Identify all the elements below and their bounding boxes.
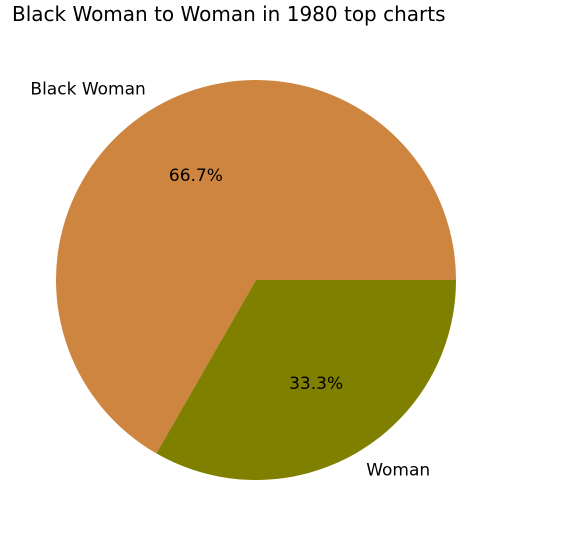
- pie-slice-black-woman: [56, 80, 456, 454]
- slice-pct-black-woman: 66.7%: [169, 166, 223, 186]
- slice-pct-woman: 33.3%: [289, 374, 343, 394]
- slice-label-woman: Woman: [366, 460, 430, 480]
- chart-title: Black Woman to Woman in 1980 top charts: [12, 2, 446, 26]
- slices-layer: [56, 80, 456, 481]
- slice-label-black-woman: Black Woman: [30, 80, 145, 100]
- labels-layer: Black Woman 66.7% Woman 33.3%: [30, 80, 430, 481]
- pie-slice-woman: [156, 280, 456, 481]
